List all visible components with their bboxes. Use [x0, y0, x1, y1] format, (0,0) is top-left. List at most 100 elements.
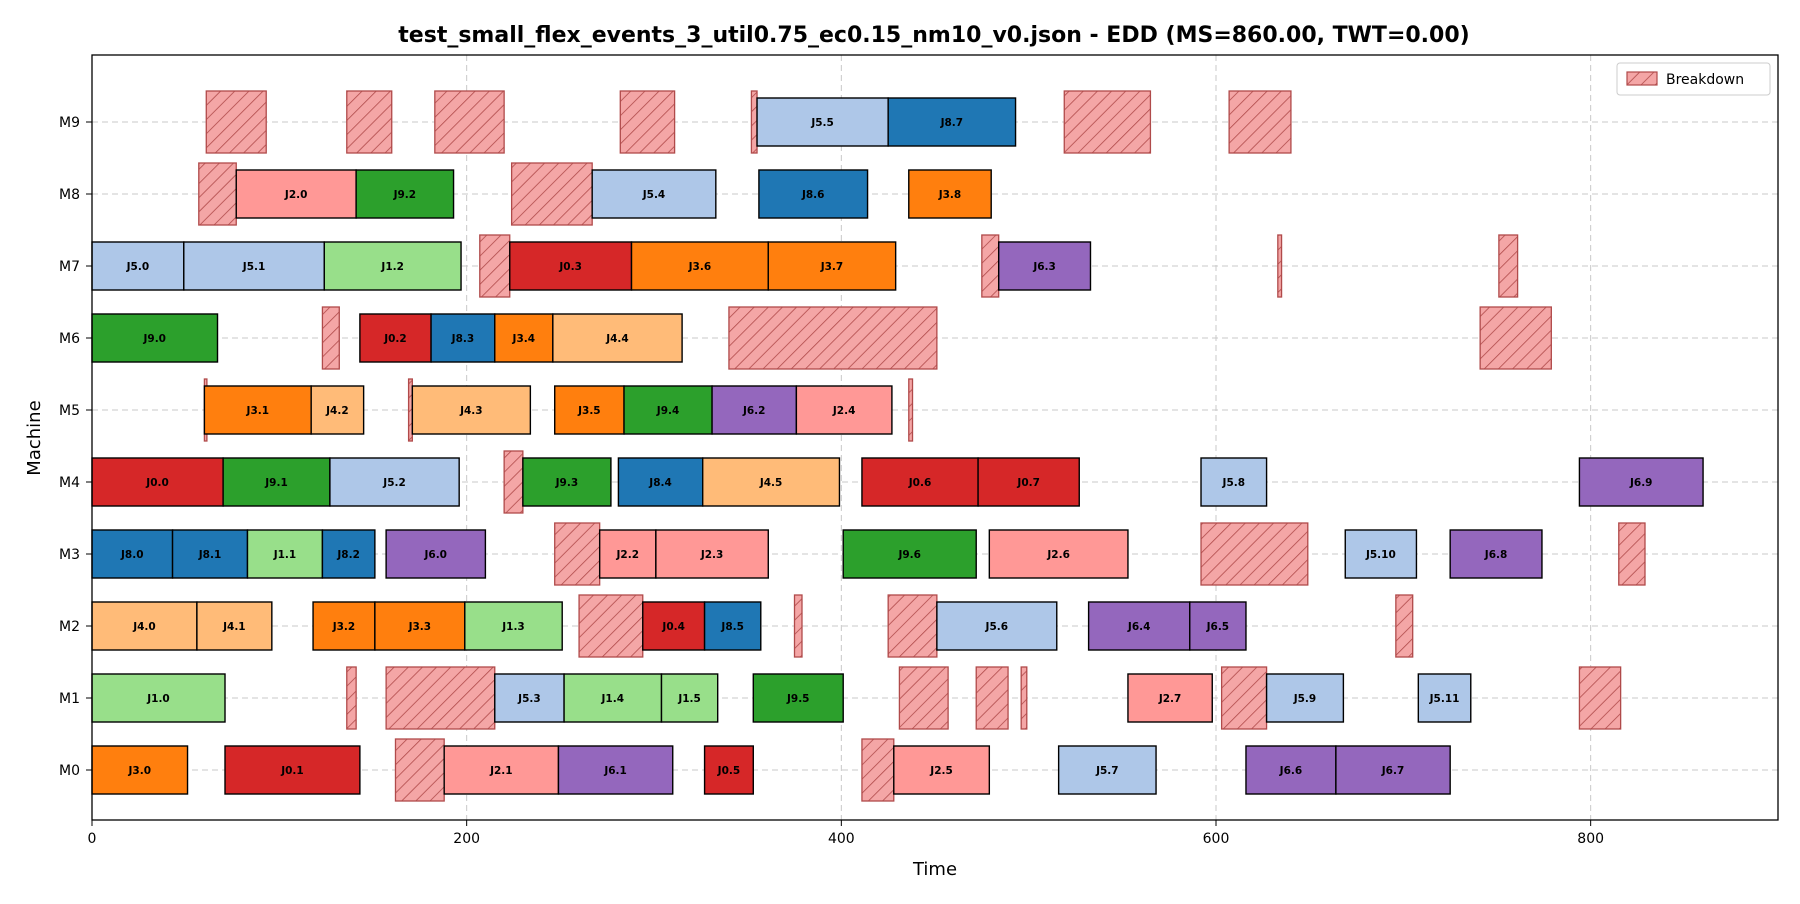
operation-bar	[758, 169, 869, 219]
x-tick-label: 200	[453, 831, 480, 847]
operation-bar	[321, 529, 376, 579]
operation-bar	[171, 529, 249, 579]
breakdown-bar	[1277, 234, 1283, 298]
breakdown-bar	[503, 450, 524, 514]
y-tick-label: M1	[59, 691, 80, 707]
operation-label: J3.6	[688, 261, 712, 273]
breakdown-bar	[479, 234, 511, 298]
operation-label: J5.9	[1293, 693, 1317, 705]
operation-label: J0.0	[145, 477, 169, 489]
operation-bar	[183, 241, 325, 291]
y-tick-label: M6	[59, 331, 80, 347]
operation-bar	[91, 673, 226, 723]
x-tick-label: 800	[1577, 831, 1604, 847]
operation-label: J0.3	[558, 261, 582, 273]
breakdown-bar	[1020, 666, 1028, 730]
operation-label: J6.4	[1127, 621, 1151, 633]
breakdown-bar	[554, 522, 601, 586]
operation-bar	[509, 241, 633, 291]
operation-bar	[893, 745, 991, 795]
operation-label: J4.4	[605, 333, 629, 345]
operation-label: J6.3	[1032, 261, 1056, 273]
operation-bar	[323, 241, 462, 291]
breakdown-bar	[1228, 90, 1292, 154]
legend-frame	[1616, 62, 1771, 96]
y-tick-label: M2	[59, 619, 80, 635]
ticks-layer: 0 200 400 600 800 M0 M1 M2 M3 M4 M5 M6 M7 M8 M9	[59, 115, 1604, 847]
breakdown-bar	[861, 738, 895, 802]
operation-bar	[91, 457, 224, 507]
operation-label: J2.1	[489, 765, 513, 777]
operation-bar	[355, 169, 455, 219]
operation-bar	[374, 601, 466, 651]
breakdown-bar	[793, 594, 803, 658]
breakdown-bar	[908, 378, 914, 442]
operation-bar	[630, 241, 769, 291]
operation-label: J8.4	[648, 477, 672, 489]
operation-bar	[767, 241, 897, 291]
operation-label: J1.2	[380, 261, 404, 273]
breakdown-bar	[321, 306, 340, 370]
operation-label: J5.4	[642, 189, 666, 201]
operation-label: J9.6	[897, 549, 921, 561]
operation-label: J1.1	[273, 549, 297, 561]
breakdown-bar	[1395, 594, 1414, 658]
plot-frame	[91, 54, 1779, 821]
operation-bar	[312, 601, 376, 651]
bars-layer: J3.0 J0.1 J2.1 J6.1 J0.5 J2.5 J5.7 J6.6 J6.7 J1.0…	[91, 90, 1704, 802]
operation-label: J6.1	[603, 765, 627, 777]
y-axis-label: Machine	[24, 400, 45, 475]
operation-bar	[997, 241, 1092, 291]
operation-bar	[908, 169, 992, 219]
operation-label: J4.2	[325, 405, 349, 417]
operation-label: J4.3	[459, 405, 483, 417]
operation-bar	[660, 673, 719, 723]
legend: Breakdown	[1616, 62, 1771, 96]
operation-bar	[988, 529, 1129, 579]
operation-label: J5.8	[1222, 477, 1246, 489]
operation-label: J4.0	[132, 621, 156, 633]
operation-label: J3.8	[938, 189, 962, 201]
breakdown-bar	[728, 306, 938, 370]
operation-bar	[977, 457, 1080, 507]
legend-swatch-breakdown	[1626, 71, 1658, 86]
operation-label: J2.3	[700, 549, 724, 561]
y-tick-label: M7	[59, 259, 80, 275]
operation-label: J8.7	[940, 117, 964, 129]
legend-label-breakdown: Breakdown	[1666, 72, 1744, 88]
operation-label: J9.1	[264, 477, 288, 489]
operation-bar	[329, 457, 460, 507]
operation-bar	[1189, 601, 1247, 651]
operation-bar	[795, 385, 893, 435]
operation-bar	[203, 385, 312, 435]
operation-bar	[861, 457, 979, 507]
operation-label: J3.3	[408, 621, 432, 633]
operation-label: J6.6	[1279, 765, 1303, 777]
y-tick-label: M4	[59, 475, 80, 491]
operation-bar	[1057, 745, 1157, 795]
operation-bar	[703, 601, 762, 651]
breakdown-bar	[385, 666, 496, 730]
operation-label: J5.5	[810, 117, 834, 129]
operation-label: J8.5	[720, 621, 744, 633]
operation-bar	[1127, 673, 1213, 723]
operation-label: J5.11	[1429, 693, 1460, 705]
operation-bar	[235, 169, 357, 219]
operation-label: J1.0	[146, 693, 170, 705]
operation-bar	[598, 529, 657, 579]
y-tick-label: M5	[59, 403, 80, 419]
operation-label: J8.0	[120, 549, 144, 561]
operation-bar	[494, 673, 565, 723]
operation-bar	[554, 385, 625, 435]
breakdown-bar	[394, 738, 445, 802]
operation-label: J9.0	[142, 333, 166, 345]
operation-bar	[702, 457, 841, 507]
breakdown-bar	[898, 666, 949, 730]
operation-bar	[591, 169, 717, 219]
operation-label: J6.0	[423, 549, 447, 561]
operation-label: J5.3	[517, 693, 541, 705]
x-tick-label: 600	[1203, 831, 1230, 847]
x-tick-label: 0	[88, 831, 97, 847]
operation-bar	[443, 745, 560, 795]
